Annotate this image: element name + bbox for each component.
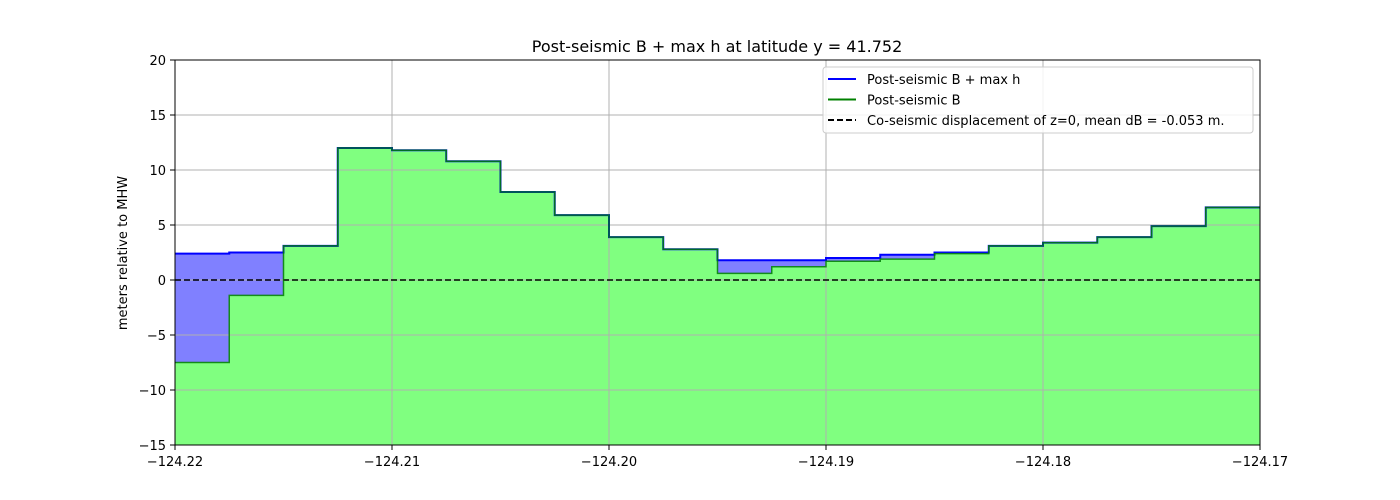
legend-box	[822, 66, 1254, 134]
y-tick-label: 15	[149, 109, 166, 124]
x-tick-label: −124.19	[798, 455, 854, 470]
series-fill-b	[175, 148, 1260, 445]
legend-label: Post-seismic B + max h	[867, 73, 1020, 88]
chart-title: Post-seismic B + max h at latitude y = 4…	[532, 37, 903, 56]
series-line-b	[175, 147, 1260, 364]
legend-label: Co-seismic displacement of z=0, mean dB …	[867, 114, 1225, 129]
y-tick-label: 10	[149, 164, 166, 179]
legend: Post-seismic B + max h Post-seismic B Co-s…	[822, 66, 1254, 134]
y-tick-label: −15	[139, 439, 166, 454]
y-tick-label: 5	[158, 219, 166, 234]
y-tick-label: −10	[139, 384, 166, 399]
y-tick-label: −5	[147, 329, 166, 344]
x-tick-label: −124.22	[147, 455, 203, 470]
legend-label: Post-seismic B	[867, 94, 961, 109]
axes-frame	[174, 59, 1261, 446]
x-tick-label: −124.18	[1015, 455, 1071, 470]
y-tick-label: 20	[149, 54, 166, 69]
x-tick-label: −124.21	[364, 455, 420, 470]
x-tick-label: −124.20	[581, 455, 637, 470]
x-tick-label: −124.17	[1232, 455, 1288, 470]
y-axis-label: meters relative to MHW	[116, 176, 131, 330]
y-tick-label: 0	[158, 274, 166, 289]
